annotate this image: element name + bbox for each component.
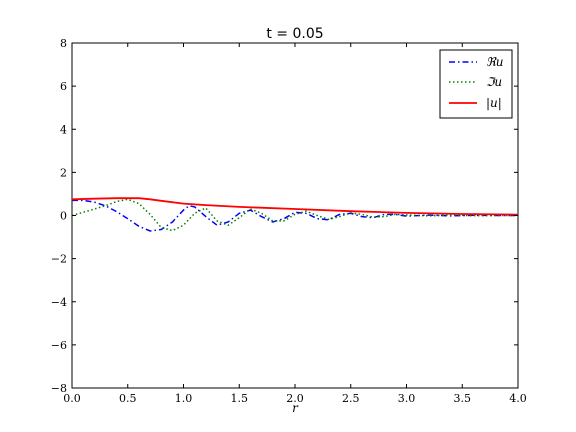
y-tick-label: 2 — [60, 166, 67, 179]
y-tick-label: −4 — [51, 296, 67, 309]
series-layer — [72, 197, 518, 232]
x-axis-label: r — [292, 401, 299, 415]
y-tick-label: 0 — [60, 210, 67, 223]
legend-label-real: ℜu — [486, 55, 504, 69]
x-tick-label: 3.5 — [454, 392, 472, 405]
legend-label-abs: |u| — [486, 96, 502, 110]
x-tick-label: 1.5 — [231, 392, 249, 405]
y-tick-label: −2 — [51, 253, 67, 266]
y-tick-label: 8 — [60, 37, 67, 50]
x-tick-label: 0.5 — [119, 392, 137, 405]
legend: ℜu ℑu |u| — [439, 49, 513, 119]
x-tick-label: 2.5 — [342, 392, 360, 405]
x-tick-label: 1.0 — [175, 392, 193, 405]
legend-label-imag: ℑu — [486, 75, 502, 89]
x-tick-label: 2.0 — [286, 392, 304, 405]
x-tick-label: 0.0 — [63, 392, 81, 405]
chart-title: t = 0.05 — [266, 26, 323, 42]
y-tick-label: 6 — [60, 80, 67, 93]
series-line-0 — [72, 199, 518, 232]
y-tick-label: −6 — [51, 339, 67, 352]
series-line-2 — [72, 197, 518, 216]
x-tick-label: 4.0 — [509, 392, 527, 405]
ticks-layer: 0.0 0.5 1.0 1.5 2.0 2.5 3.0 3.5 4.0 −8 −6 −4 −2 0 2 4 6 8 — [51, 37, 527, 405]
series-line-1 — [72, 198, 518, 232]
y-tick-label: −8 — [51, 382, 67, 395]
x-tick-label: 3.0 — [398, 392, 416, 405]
y-tick-label: 4 — [60, 123, 67, 136]
